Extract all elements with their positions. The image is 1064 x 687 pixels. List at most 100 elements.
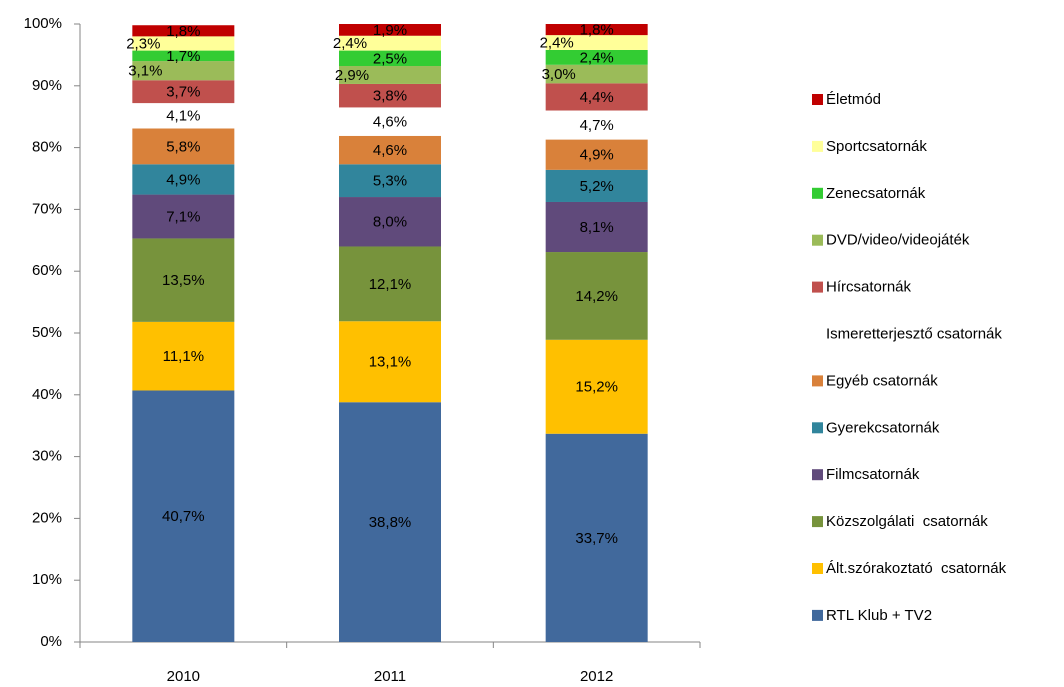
y-tick-label: 100% xyxy=(24,15,62,32)
legend-label: Életmód xyxy=(826,91,881,108)
data-label: 4,6% xyxy=(373,142,407,159)
bar-segment xyxy=(339,83,441,108)
legend-label: DVD/video/videojáték xyxy=(826,232,970,249)
legend-swatch xyxy=(812,140,823,152)
bar-segment xyxy=(132,321,235,391)
data-label: 13,5% xyxy=(162,272,205,289)
legend-label: Zenecsatornák xyxy=(826,185,926,202)
y-tick-label: 10% xyxy=(32,571,62,588)
bar-segment xyxy=(545,35,648,50)
x-tick-label: 2012 xyxy=(580,668,613,685)
legend-swatch xyxy=(812,469,823,481)
data-label: 1,9% xyxy=(373,22,407,39)
data-label: 4,9% xyxy=(166,171,200,188)
legend-swatch xyxy=(812,187,823,199)
y-tick-label: 20% xyxy=(32,509,62,526)
data-label: 3,0% xyxy=(542,66,576,83)
legend-label: Filmcsatornák xyxy=(826,466,920,483)
bar-segment xyxy=(339,197,441,247)
legend-label: Ált.szórakoztató csatornák xyxy=(826,560,1007,577)
y-tick-label: 90% xyxy=(32,77,62,94)
bar-segment xyxy=(545,110,648,140)
data-label: 5,2% xyxy=(580,178,614,195)
legend-swatch xyxy=(812,609,823,621)
bar-segment xyxy=(545,24,648,36)
data-label: 2,4% xyxy=(540,35,574,52)
bar-segment xyxy=(132,50,235,62)
bar-segment xyxy=(339,50,441,67)
data-label: 5,3% xyxy=(373,173,407,190)
data-label: 11,1% xyxy=(163,348,204,365)
bar-segment xyxy=(339,135,441,165)
bar-segment xyxy=(545,433,648,642)
bar-segment xyxy=(132,238,235,322)
y-tick-label: 50% xyxy=(32,324,62,341)
data-label: 2,4% xyxy=(333,35,367,52)
y-tick-label: 0% xyxy=(40,633,62,650)
x-tick-label: 2010 xyxy=(167,668,200,685)
data-label: 33,7% xyxy=(575,530,618,547)
bar-segment xyxy=(339,66,441,84)
data-label: 7,1% xyxy=(166,208,200,225)
legend-swatch xyxy=(812,328,823,340)
legend-swatch xyxy=(812,375,823,387)
bar-segment xyxy=(339,164,441,198)
bar-segment xyxy=(545,339,648,434)
legend-swatch xyxy=(812,234,823,246)
bar-segment xyxy=(545,64,648,84)
data-label: 3,1% xyxy=(128,63,162,80)
bar-segment xyxy=(339,107,441,136)
bar-segment xyxy=(545,201,648,253)
legend-label: RTL Klub + TV2 xyxy=(826,607,932,624)
data-label: 8,0% xyxy=(373,214,407,231)
bar-segment xyxy=(132,390,235,642)
bar-segment xyxy=(132,103,235,129)
data-label: 3,8% xyxy=(373,88,407,105)
data-label: 8,1% xyxy=(580,219,614,236)
data-label: 15,2% xyxy=(575,379,618,396)
data-label: 1,8% xyxy=(580,22,614,39)
bar-segment xyxy=(339,402,441,642)
y-tick-label: 60% xyxy=(32,262,62,279)
legend-swatch xyxy=(812,422,823,434)
legend-swatch xyxy=(812,563,823,574)
data-label: 2,5% xyxy=(373,50,407,67)
legend-label: Gyerekcsatornák xyxy=(826,419,940,436)
bar-segment xyxy=(339,321,441,403)
legend-swatch xyxy=(812,94,823,105)
bar-segment xyxy=(545,83,648,111)
data-label: 5,8% xyxy=(166,138,200,155)
y-tick-label: 40% xyxy=(32,386,62,403)
legend-swatch xyxy=(812,516,823,528)
data-label: 1,7% xyxy=(166,48,200,65)
bar-segment xyxy=(132,25,235,37)
bar-segment xyxy=(132,194,235,239)
data-label: 4,1% xyxy=(166,108,200,125)
data-label: 4,7% xyxy=(580,117,614,134)
y-tick-label: 70% xyxy=(32,200,62,217)
bar-segment xyxy=(545,49,648,65)
data-label: 4,9% xyxy=(580,147,614,164)
data-label: 2,4% xyxy=(580,49,614,66)
y-tick-label: 30% xyxy=(32,448,62,465)
legend-swatch xyxy=(812,281,823,293)
data-label: 38,8% xyxy=(369,514,412,531)
data-label: 12,1% xyxy=(369,276,412,293)
bar-segment xyxy=(545,252,648,340)
bar-segment xyxy=(545,169,648,202)
bar-segment xyxy=(132,80,235,104)
bar-segment xyxy=(545,139,648,170)
data-label: 2,3% xyxy=(126,35,160,52)
x-tick-label: 2011 xyxy=(374,668,406,685)
bar-segment xyxy=(339,24,441,36)
data-label: 40,7% xyxy=(162,508,205,525)
bar-segment xyxy=(339,246,441,322)
legend-label: Ismeretterjesztő csatornák xyxy=(826,325,1002,342)
legend-label: Sportcsatornák xyxy=(826,138,927,155)
data-label: 4,4% xyxy=(580,89,614,106)
data-label: 1,8% xyxy=(166,23,200,40)
bar-segment xyxy=(339,35,441,51)
data-label: 3,7% xyxy=(166,84,200,101)
data-label: 14,2% xyxy=(575,288,618,305)
